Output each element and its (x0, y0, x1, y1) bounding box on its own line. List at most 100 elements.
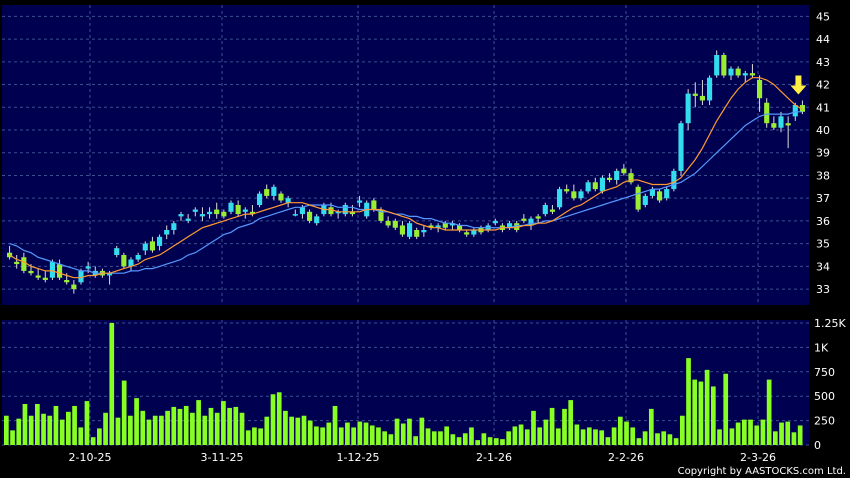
volume-bar (605, 437, 611, 445)
volume-bar (245, 430, 251, 445)
volume-bar (196, 400, 201, 445)
volume-bar (779, 422, 784, 445)
volume-bar (84, 401, 90, 445)
volume-bar (202, 415, 208, 445)
volume-bar (648, 408, 654, 445)
volume-bar (4, 415, 9, 445)
candle-body (464, 232, 470, 235)
candle-body (264, 189, 270, 196)
volume-tick-label: 0 (814, 439, 821, 452)
candle-body (278, 193, 284, 201)
candle-body (292, 214, 298, 216)
candle-body (442, 223, 448, 228)
candle-body (249, 211, 255, 215)
volume-bar (729, 428, 735, 445)
candle-body (742, 73, 748, 76)
price-tick-label: 38 (816, 169, 830, 182)
volume-bar (388, 434, 394, 445)
candle-body (649, 189, 655, 196)
candle-body (728, 68, 734, 76)
candle-body (64, 280, 70, 283)
x-tick-label: 1-12-25 (337, 451, 380, 464)
volume-bar (475, 440, 481, 445)
volume-bar (679, 415, 685, 445)
candle-body (199, 214, 205, 217)
candle-body (35, 275, 41, 278)
price-tick-label: 43 (816, 56, 830, 69)
volume-bar (307, 420, 313, 445)
volume-bar (221, 401, 226, 445)
candle-body (607, 177, 613, 180)
volume-bar (345, 422, 350, 445)
volume-bar (270, 394, 276, 445)
volume-bar (686, 358, 691, 445)
candle-body (392, 220, 398, 228)
candle-body (664, 189, 670, 199)
volume-bar (754, 425, 760, 445)
candle-body (399, 225, 405, 235)
candle-body (542, 205, 548, 215)
candle-body (242, 209, 248, 212)
volume-bar (258, 428, 263, 445)
candle-body (785, 123, 791, 126)
candle-body (657, 191, 663, 201)
price-tick-label: 37 (816, 192, 830, 205)
candle-body (307, 211, 313, 221)
volume-bar (227, 407, 232, 445)
down-arrow-icon (790, 75, 807, 95)
volume-bar (41, 413, 46, 445)
price-tick-label: 44 (816, 33, 830, 46)
moving-averages (9, 77, 803, 279)
candle-body (314, 216, 320, 224)
volume-bar (661, 431, 667, 445)
candle-body (635, 186, 641, 210)
price-tick-label: 40 (816, 124, 830, 137)
volume-bar (357, 421, 363, 445)
candle-body (735, 68, 741, 76)
volume-bar (524, 429, 530, 445)
candle-body (342, 205, 348, 215)
price-tick-label: 42 (816, 79, 830, 92)
volume-bar (760, 419, 766, 445)
candle-body (257, 193, 263, 205)
copyright-text: Copyright by AASTOCKS.com Ltd. (678, 466, 846, 477)
candle-body (799, 105, 805, 112)
candle-body (528, 218, 534, 226)
volume-bar (152, 415, 158, 445)
candle-body (721, 55, 727, 76)
candle-body (599, 177, 605, 192)
volume-bar (717, 429, 722, 445)
volume-bar (239, 412, 245, 445)
down-arrow-marker (790, 75, 807, 95)
candle-body (707, 77, 713, 101)
candle-body (49, 261, 55, 278)
candle-body (107, 273, 113, 276)
volume-bar (431, 431, 437, 445)
volume-bar (543, 419, 549, 445)
candle-body (71, 284, 77, 290)
volume-bar (109, 323, 115, 445)
candle-body (335, 211, 341, 214)
volume-bar (748, 419, 753, 445)
candle-body (349, 211, 355, 215)
volume-bar (487, 437, 493, 445)
candle-body (121, 255, 127, 267)
volume-bar (617, 416, 623, 445)
candle-body (764, 102, 770, 124)
candle-body (235, 205, 241, 215)
candle-body (699, 95, 705, 101)
price-tick-label: 39 (816, 147, 830, 160)
volume-bar (537, 427, 543, 445)
x-tick-label: 2-3-26 (740, 451, 776, 464)
price-ticks: 33 34 35 36 37 38 39 40 41 42 43 44 45 (816, 10, 830, 296)
volume-bar (369, 425, 375, 445)
volume-bar (444, 426, 450, 445)
volume-tick-label: 1.25K (814, 317, 846, 330)
volume-bar (624, 421, 629, 445)
x-tick-label: 2-2-26 (608, 451, 644, 464)
candle-body (428, 225, 434, 228)
volume-bar (10, 430, 15, 445)
volume-bar (568, 400, 574, 445)
volume-bar (493, 438, 499, 445)
